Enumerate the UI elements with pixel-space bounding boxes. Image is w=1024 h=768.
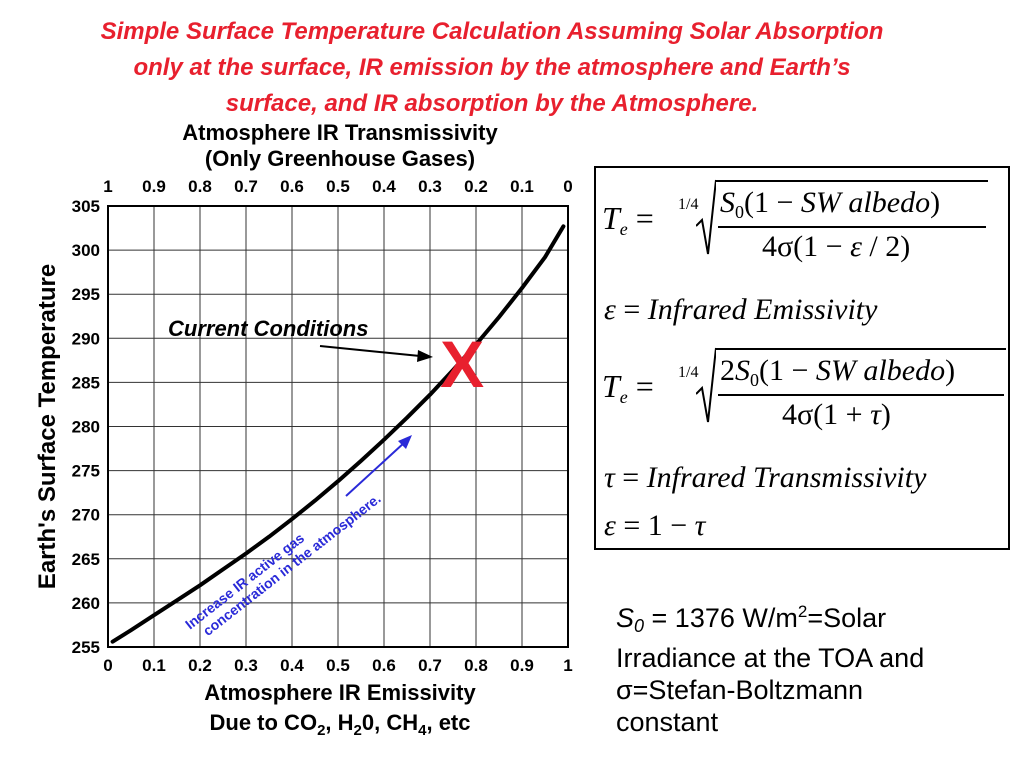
eq1-numerator: S0(1 − SW albedo) [720,186,941,222]
increase-arrowhead [398,435,412,449]
annotation-arrowhead [417,350,433,362]
eq5-text: ε = 1 − τ [604,509,706,542]
eq1-denominator: 4σ(1 − ε / 2) [762,230,911,263]
top-axis-title-line-1: Atmosphere IR Transmissivity [182,120,498,145]
current-conditions-marker: X [440,327,484,401]
note-line-4: constant [616,707,719,737]
x-top-tick-label: 0.2 [464,177,488,196]
y-axis-label: Earth's Surface Temperature [34,264,61,589]
x-tick-label: 0.5 [326,656,350,675]
root-index-2: 1/4 [678,364,699,381]
constants-note: S0 = 1376 W/m2=Solar Irradiance at the T… [616,596,1016,738]
y-tick-label: 280 [72,418,100,437]
y-tick-label: 290 [72,329,100,348]
x-top-tick-label: 0.4 [372,177,396,196]
equation-emissivity-def: ε = Infrared Emissivity [604,292,877,328]
top-axis-title: Atmosphere IR Transmissivity (Only Green… [120,120,560,172]
x-tick-label: 1 [563,656,572,675]
y-tick-label: 295 [72,285,100,304]
annotation-arrow-line [319,345,421,357]
title-line-3: surface, and IR absorption by the Atmosp… [225,90,759,117]
note-line-3: σ=Stefan-Boltzmann [616,675,864,705]
x-top-tick-label: 0.7 [234,177,258,196]
eq4-text: τ = Infrared Transmissivity [604,461,927,494]
radical-sign-2 [696,347,716,423]
y-tick-label: 275 [72,462,100,481]
annotation-increase-line-1: Increase IR active gas [182,530,307,633]
x-tick-label: 0.1 [142,656,166,675]
root-index-1: 1/4 [678,196,699,213]
x-top-tick-label: 0.3 [418,177,442,196]
x-top-tick-label: 0.9 [142,177,166,196]
equation-emissivity-relation: ε = 1 − τ [604,508,705,544]
eq2-text: ε = Infrared Emissivity [604,293,878,326]
equation-transmissivity-def: τ = Infrared Transmissivity [604,460,926,496]
x-top-tick-label: 0.1 [510,177,534,196]
x-top-tick-label: 0 [563,177,572,196]
x-top-tick-label: 0.6 [280,177,304,196]
eq3-denominator: 4σ(1 + τ) [782,398,891,431]
y-tick-label: 305 [72,197,100,216]
x-tick-label: 0.2 [188,656,212,675]
eq3-numerator: 2S0(1 − SW albedo) [720,354,956,390]
note-line-1: S0 = 1376 W/m2=Solar [616,602,887,636]
x-tick-label: 0 [103,656,112,675]
equation-box: Te = 1/4 S0(1 − SW albedo) 4σ(1 − ε / 2)… [594,166,1010,550]
te-lhs-2: Te = [602,368,654,407]
x-tick-label: 0.7 [418,656,442,675]
te-lhs-1: Te = [602,200,654,239]
bottom-axis-title-line-2: Due to CO2, H20, CH4, etc [209,710,471,739]
x-top-tick-label: 1 [103,177,112,196]
y-tick-label: 265 [72,550,100,569]
note-line-2: Irradiance at the TOA and [616,643,925,673]
equation-te-emissivity: Te = 1/4 S0(1 − SW albedo) 4σ(1 − ε / 2) [602,178,1002,263]
y-tick-label: 260 [72,594,100,613]
y-tick-label: 300 [72,241,100,260]
x-tick-label: 0.6 [372,656,396,675]
y-tick-label: 270 [72,506,100,525]
increase-arrow-line [345,441,406,497]
slide-title: Simple Surface Temperature Calculation A… [10,14,974,122]
title-line-2: only at the surface, IR emission by the … [133,54,851,81]
x-tick-label: 0.3 [234,656,258,675]
top-axis-title-line-2: (Only Greenhouse Gases) [204,146,476,171]
plot-frame [107,205,569,648]
title-line-1: Simple Surface Temperature Calculation A… [100,18,884,45]
x-top-tick-label: 0.5 [326,177,350,196]
equation-te-transmissivity: Te = 1/4 2S0(1 − SW albedo) 4σ(1 + τ) [602,346,1006,431]
x-tick-label: 0.8 [464,656,488,675]
bottom-axis-title: Atmosphere IR Emissivity Due to CO2, H20… [120,678,560,746]
x-top-tick-label: 0.8 [188,177,212,196]
bottom-axis-title-line-1: Atmosphere IR Emissivity [204,680,476,705]
radical-sign-1 [696,179,716,255]
y-tick-label: 285 [72,373,100,392]
series-line-0 [110,224,566,644]
annotation-current-conditions: Current Conditions [168,316,368,341]
y-tick-label: 255 [72,638,100,657]
x-tick-label: 0.4 [280,656,304,675]
x-tick-label: 0.9 [510,656,534,675]
